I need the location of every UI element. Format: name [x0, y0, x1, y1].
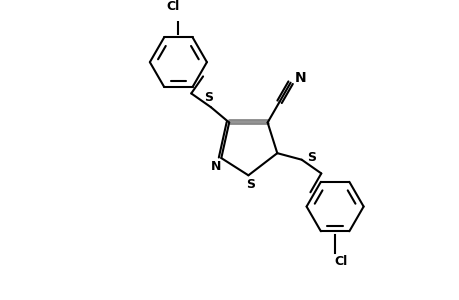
Text: N: N	[210, 160, 220, 173]
Text: Cl: Cl	[166, 0, 179, 14]
Text: Cl: Cl	[333, 255, 347, 268]
Text: S: S	[307, 151, 316, 164]
Text: N: N	[294, 71, 306, 85]
Text: S: S	[246, 178, 255, 191]
Text: S: S	[204, 91, 213, 103]
